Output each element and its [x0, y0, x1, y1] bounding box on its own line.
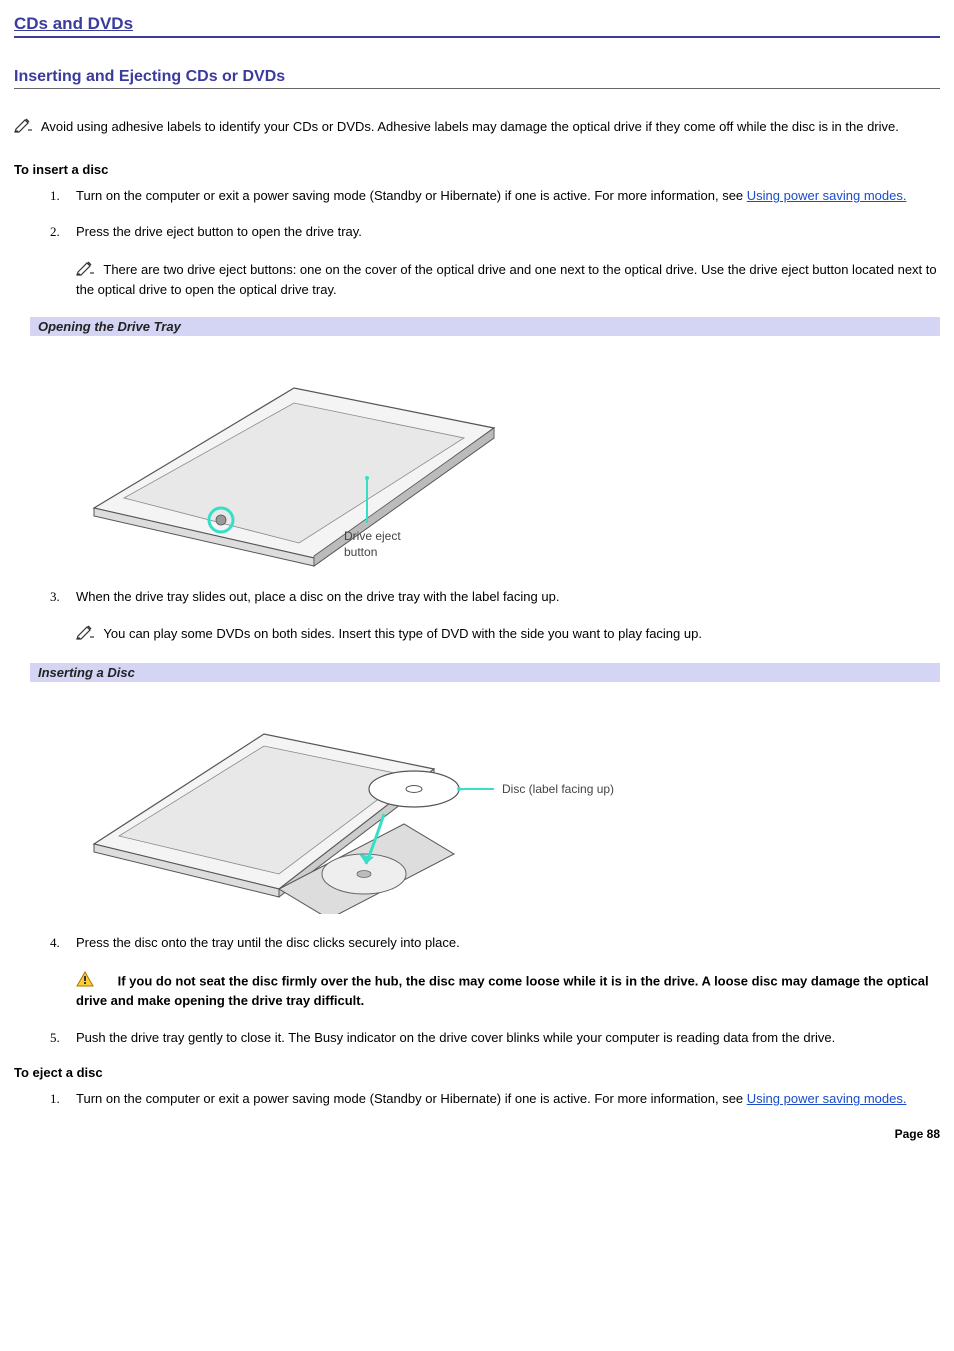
step-text: Push the drive tray gently to close it. … — [76, 1030, 835, 1045]
step-number: 5. — [50, 1029, 60, 1047]
warning-icon — [76, 971, 94, 993]
eject-step-1: 1. Turn on the computer or exit a power … — [54, 1090, 940, 1108]
figure-insert-disc: Disc (label facing up) — [84, 694, 940, 914]
eject-steps-list: 1. Turn on the computer or exit a power … — [14, 1090, 940, 1108]
insert-heading: To insert a disc — [14, 162, 940, 177]
step-text: Turn on the computer or exit a power sav… — [76, 188, 747, 203]
step-text: Press the disc onto the tray until the d… — [76, 935, 460, 950]
insert-step-4: 4. Press the disc onto the tray until th… — [54, 934, 940, 1011]
warning-text: If you do not seat the disc firmly over … — [76, 973, 929, 1008]
power-modes-link[interactable]: Using power saving modes. — [747, 188, 907, 203]
section-title: Inserting and Ejecting CDs or DVDs — [14, 68, 940, 89]
insert-step-5: 5. Push the drive tray gently to close i… — [54, 1029, 940, 1047]
page-title: CDs and DVDs — [14, 14, 940, 38]
step-number: 2. — [50, 223, 60, 241]
figure-caption: Inserting a Disc — [28, 663, 940, 682]
warning-block: If you do not seat the disc firmly over … — [76, 971, 940, 1012]
note-icon — [76, 624, 96, 645]
step-text: Turn on the computer or exit a power sav… — [76, 1091, 747, 1106]
eject-heading: To eject a disc — [14, 1065, 940, 1080]
step-note: You can play some DVDs on both sides. In… — [76, 624, 940, 645]
figure-label: Disc (label facing up) — [502, 782, 614, 796]
figure-label-line1: Drive eject — [344, 529, 401, 543]
step-note-text: There are two drive eject buttons: one o… — [76, 262, 937, 297]
insert-step-2: 2. Press the drive eject button to open … — [54, 223, 940, 299]
step-note: There are two drive eject buttons: one o… — [76, 260, 940, 299]
note-icon — [76, 260, 96, 281]
step-text: Press the drive eject button to open the… — [76, 224, 362, 239]
figure-caption: Opening the Drive Tray — [28, 317, 940, 336]
step-number: 4. — [50, 934, 60, 952]
step-number: 3. — [50, 588, 60, 606]
step-note-text: You can play some DVDs on both sides. In… — [103, 626, 702, 641]
step-number: 1. — [50, 187, 60, 205]
insert-step-3: 3. When the drive tray slides out, place… — [54, 588, 940, 645]
insert-steps-list: 1. Turn on the computer or exit a power … — [14, 187, 940, 299]
step-text: When the drive tray slides out, place a … — [76, 589, 559, 604]
intro-note-text: Avoid using adhesive labels to identify … — [41, 119, 899, 134]
step-number: 1. — [50, 1090, 60, 1108]
insert-steps-cont: 3. When the drive tray slides out, place… — [14, 588, 940, 645]
figure-label-line2: button — [344, 545, 377, 559]
insert-step-1: 1. Turn on the computer or exit a power … — [54, 187, 940, 205]
note-icon — [14, 117, 34, 138]
insert-steps-cont2: 4. Press the disc onto the tray until th… — [14, 934, 940, 1047]
page-number: Page 88 — [14, 1127, 940, 1141]
figure-drive-tray: Drive eject button — [84, 348, 940, 568]
intro-note-paragraph: Avoid using adhesive labels to identify … — [14, 117, 940, 138]
power-modes-link[interactable]: Using power saving modes. — [747, 1091, 907, 1106]
